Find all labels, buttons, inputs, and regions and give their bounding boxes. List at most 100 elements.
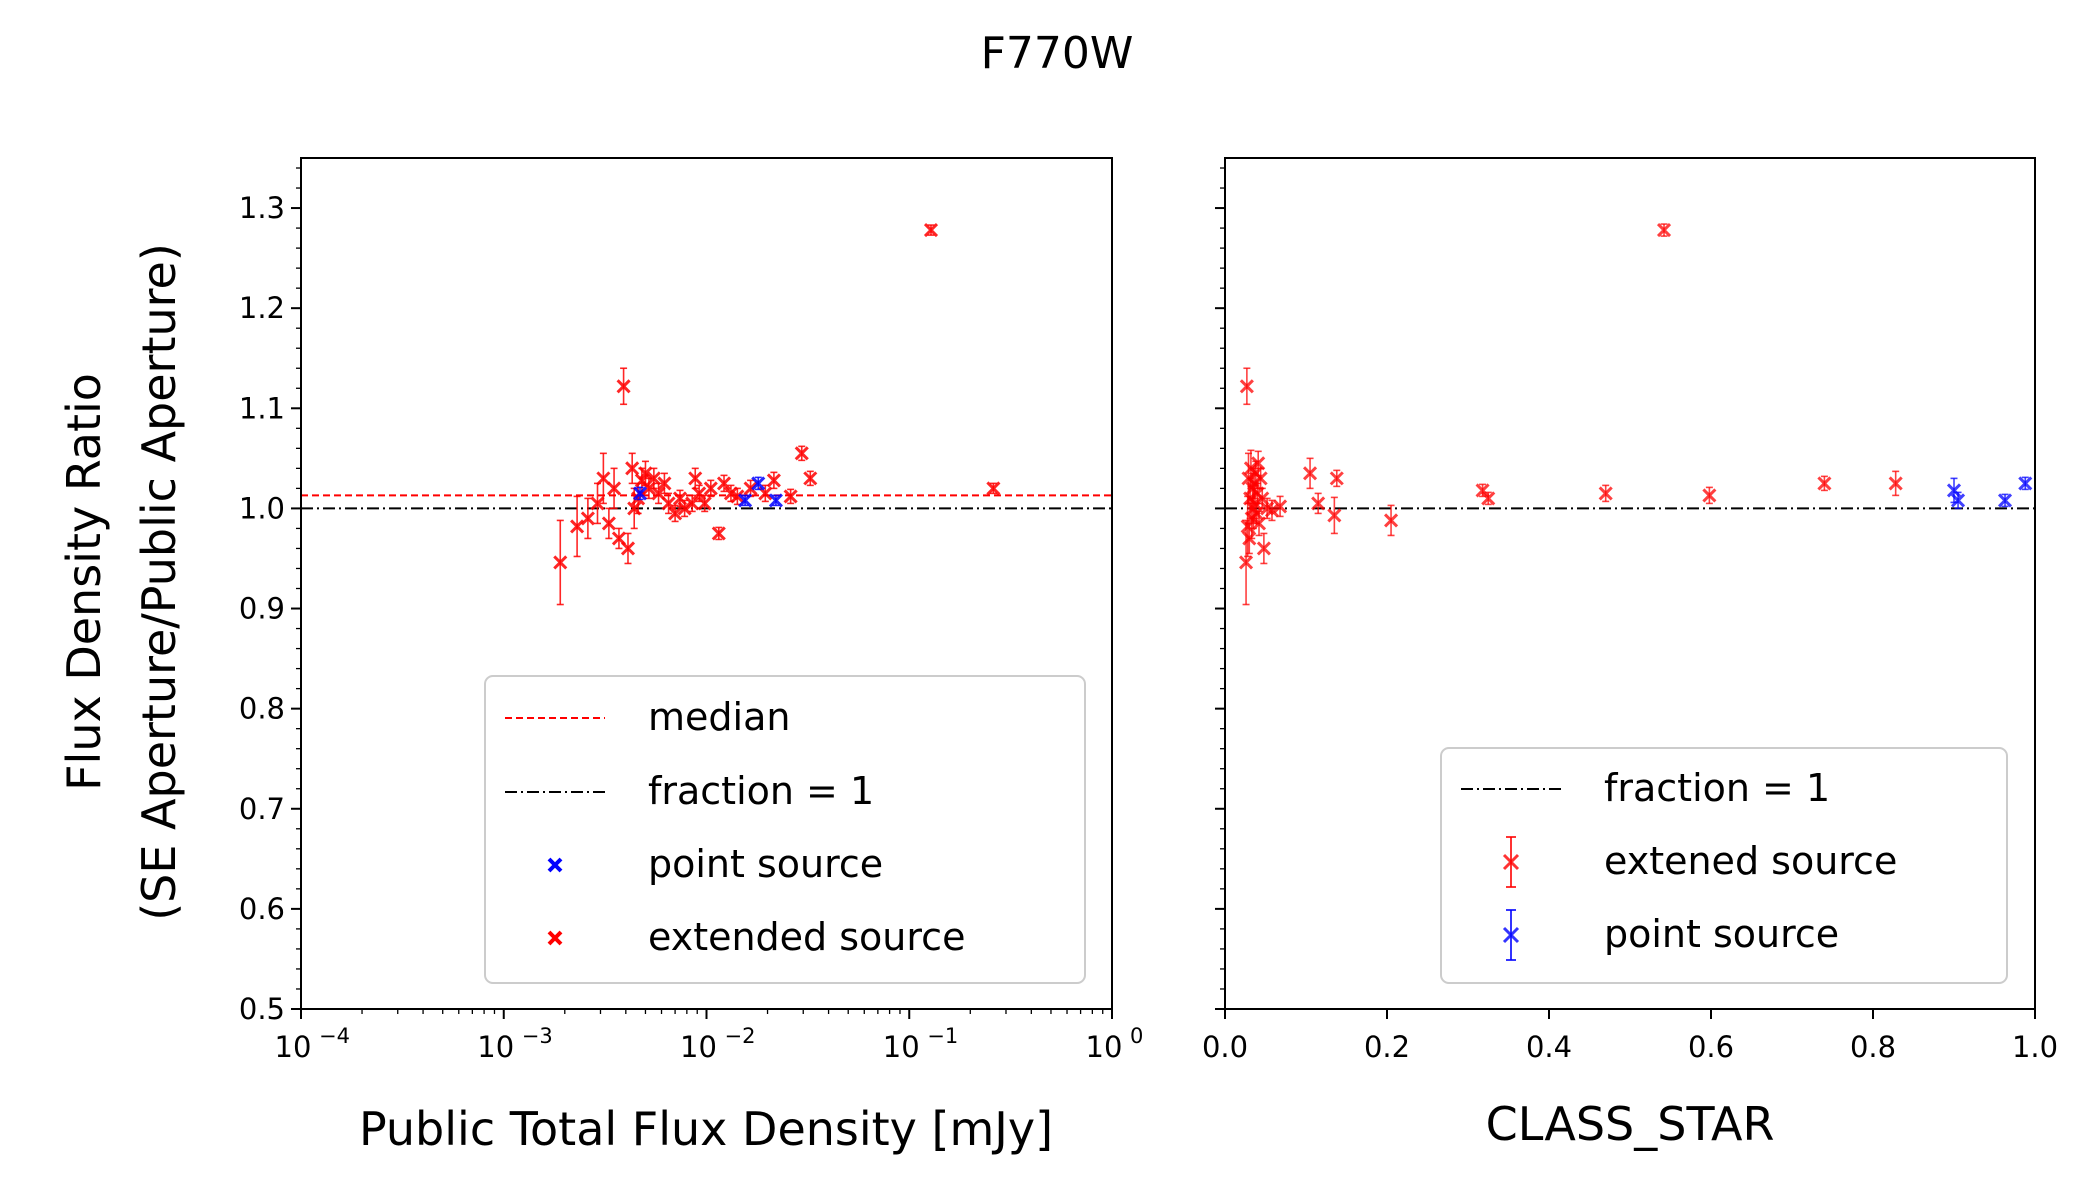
left-extended-source-point <box>703 479 718 498</box>
left-extended-source-point <box>601 507 616 540</box>
left-extended-source-point <box>766 471 781 490</box>
figure-title: F770W <box>981 28 1134 79</box>
right-panel: 0.0 0.2 0.4 0.6 0.8 1.0 CLASS_STAR fraction =… <box>1202 157 2058 1151</box>
right-legend-extended-swatch <box>1502 836 1520 888</box>
right-axes-frame <box>1224 157 2036 1010</box>
left-extended-source-point <box>657 472 672 495</box>
right-extended-source-point <box>1329 469 1344 488</box>
left-extended-source-marker <box>590 496 605 511</box>
right-x-tick-label: 0.8 <box>1850 1030 1896 1064</box>
left-legend-extended-label: extended source <box>648 915 965 959</box>
right-x-tick-label: 0.2 <box>1364 1030 1410 1064</box>
left-extended-source-point <box>783 488 798 505</box>
left-extended-source-point <box>685 494 700 513</box>
left-reference-lines <box>301 494 1112 510</box>
right-point-source-marker <box>2018 476 2033 491</box>
left-extended-source-marker <box>596 471 611 486</box>
left-extended-source-marker <box>697 496 712 511</box>
right-extended-source-marker <box>1481 491 1496 506</box>
right-extended-source-point <box>1702 486 1717 505</box>
left-extended-source-point <box>803 470 818 487</box>
left-point-source-marker <box>632 486 648 501</box>
left-point-source-point <box>632 486 648 501</box>
left-extended-source-point <box>616 367 631 406</box>
left-extended-source-marker <box>703 481 718 496</box>
left-extended-source-marker <box>716 476 732 491</box>
right-extended-source-marker <box>1238 555 1254 570</box>
right-extended-source-point <box>1656 223 1672 238</box>
left-extended-source-point <box>692 484 707 503</box>
left-point-source-point <box>751 476 766 491</box>
right-tick-layer: 0.0 0.2 0.4 0.6 0.8 1.0 <box>1202 167 2058 1064</box>
left-extended-source-point <box>625 452 640 485</box>
left-panel: 0.5 0.6 0.7 0.8 0.9 1.0 1.1 1.2 1.3 10 −4 10 −3 10 −2 1… <box>239 157 1143 1156</box>
left-extended-source-marker <box>711 526 726 541</box>
right-legend-point-label: point source <box>1604 912 1839 956</box>
right-extended-source-marker <box>1302 466 1318 481</box>
left-extended-source-marker <box>692 486 707 501</box>
left-scatter-points <box>553 223 1001 606</box>
left-extended-source-marker <box>688 471 703 486</box>
left-extended-source-point <box>651 482 666 505</box>
left-extended-source-marker <box>766 473 781 488</box>
left-x-tick-label: 10 <box>883 1030 920 1064</box>
right-extended-source-marker <box>1253 471 1268 486</box>
left-y-tick-label: 0.8 <box>239 692 285 726</box>
left-x-tick-exponent: 0 <box>1130 1024 1143 1048</box>
right-legend-point-swatch <box>1502 909 1520 961</box>
left-extended-source-point <box>606 467 622 510</box>
left-extended-source-marker <box>677 501 692 516</box>
left-extended-source-point <box>697 494 712 513</box>
right-legend-fraction-label: fraction = 1 <box>1604 766 1830 810</box>
left-extended-source-point <box>716 474 732 493</box>
left-y-tick-label: 0.5 <box>239 992 285 1026</box>
right-extended-source-point <box>1481 491 1496 506</box>
left-point-source-point <box>738 493 753 508</box>
right-x-axis-label: CLASS_STAR <box>1486 1097 1775 1151</box>
left-x-tick-exponent: −2 <box>725 1024 756 1048</box>
right-legend: fraction = 1 extened source point source <box>1440 747 2008 984</box>
left-extended-source-point <box>688 467 703 490</box>
right-extended-source-marker <box>1817 476 1832 491</box>
left-extended-source-marker <box>923 223 939 238</box>
right-extended-source-marker <box>1329 471 1344 486</box>
right-extended-source-point <box>1311 492 1326 515</box>
left-extended-source-point <box>553 519 568 606</box>
left-y-tick-label: 0.9 <box>239 592 285 626</box>
left-extended-source-marker <box>986 481 1001 496</box>
right-extended-source-marker <box>1311 496 1326 511</box>
right-extended-source-marker <box>1255 491 1270 506</box>
left-extended-source-marker <box>570 519 585 534</box>
right-extended-source-marker <box>1702 488 1717 503</box>
right-extended-source-marker <box>1475 483 1490 498</box>
left-extended-source-marker <box>668 506 683 521</box>
left-extended-source-point <box>646 467 661 490</box>
left-extended-source-marker <box>641 481 656 496</box>
right-point-source-point <box>1950 491 1966 510</box>
left-extended-source-marker <box>657 476 672 491</box>
right-extended-source-point <box>1598 484 1613 503</box>
left-extended-source-point <box>794 445 809 462</box>
left-extended-source-point <box>620 532 636 565</box>
left-extended-source-point <box>986 481 1001 496</box>
right-extended-source-point <box>1888 470 1903 497</box>
right-x-tick-label: 0.6 <box>1688 1030 1734 1064</box>
right-extended-source-point <box>1302 457 1318 490</box>
right-extended-source-marker <box>1327 508 1342 523</box>
left-x-tick-label: 10 <box>1086 1030 1123 1064</box>
left-y-tick-label: 1.2 <box>239 291 285 325</box>
left-extended-source-marker <box>646 471 661 486</box>
left-y-tick-label: 0.6 <box>239 892 285 926</box>
right-scatter-points <box>1238 223 2033 606</box>
left-x-tick-label: 10 <box>477 1030 514 1064</box>
left-x-tick-label: 10 <box>275 1030 312 1064</box>
left-extended-source-marker <box>730 489 745 504</box>
right-extended-source-point <box>1327 496 1342 535</box>
left-y-tick-label: 0.7 <box>239 792 285 826</box>
left-extended-source-marker <box>743 481 758 496</box>
right-extended-source-point <box>1251 510 1267 537</box>
left-extended-source-marker <box>783 489 798 504</box>
right-point-source-point <box>1997 493 2013 508</box>
right-extended-source-marker <box>1264 503 1280 518</box>
